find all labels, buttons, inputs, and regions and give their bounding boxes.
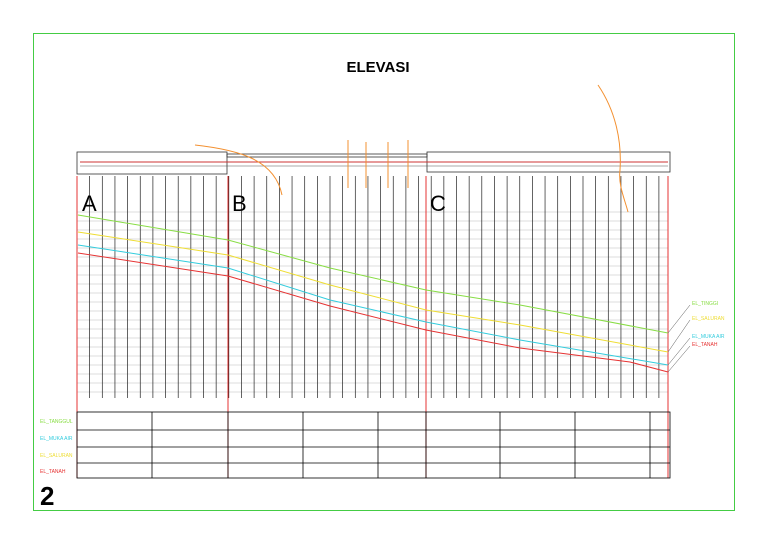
table bbox=[76, 411, 671, 479]
profiles bbox=[77, 214, 669, 373]
sheet-number: 2 bbox=[40, 481, 54, 511]
beam bbox=[76, 151, 228, 175]
title: ELEVASI bbox=[346, 59, 409, 76]
grid bbox=[76, 176, 669, 478]
row-label: EL_MUKA AIR bbox=[40, 436, 73, 442]
section-label: A bbox=[82, 191, 97, 216]
legend-label: EL_MUKA AIR bbox=[692, 334, 725, 340]
legend-label: EL_TANAH bbox=[692, 342, 718, 348]
section-label: C bbox=[430, 191, 446, 216]
sketch bbox=[194, 84, 629, 213]
row-label: EL_SALURAN bbox=[40, 453, 73, 459]
row-label: EL_TANAH bbox=[40, 469, 66, 475]
legend-label: EL_SALURAN bbox=[692, 316, 725, 322]
section-label: B bbox=[232, 191, 247, 216]
row-label: EL_TANGGUL bbox=[40, 419, 73, 425]
leaders bbox=[667, 304, 691, 373]
sheet-border bbox=[33, 33, 735, 511]
legend-label: EL_TINGGI bbox=[692, 301, 718, 307]
